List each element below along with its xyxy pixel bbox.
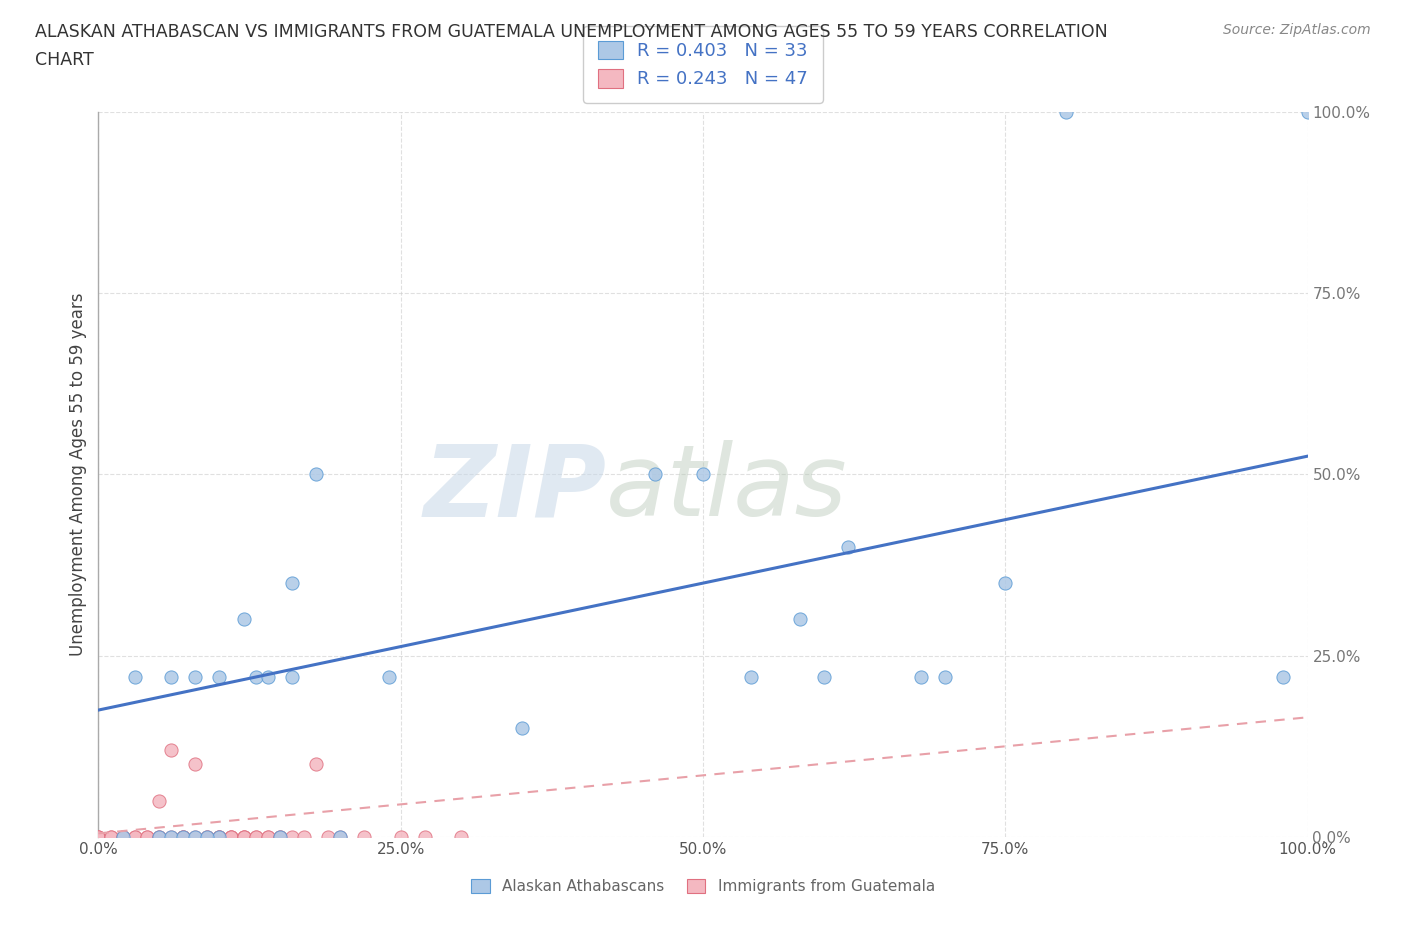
Point (256, 830, 278, 844)
Point (329, 830, 352, 844)
Text: atlas: atlas (606, 440, 848, 538)
Point (994, 576, 1017, 591)
Point (208, 670, 231, 684)
Point (148, 830, 170, 844)
Point (135, 830, 157, 844)
Point (510, 721, 533, 736)
Point (316, 830, 339, 844)
Point (160, 742, 183, 757)
Point (934, 670, 956, 684)
Point (1054, 104, 1077, 119)
Point (256, 830, 278, 844)
Point (111, 830, 134, 844)
Text: Source: ZipAtlas.com: Source: ZipAtlas.com (1223, 23, 1371, 37)
Point (389, 830, 412, 844)
Point (305, 467, 328, 482)
Point (221, 830, 243, 844)
Point (269, 830, 291, 844)
Point (124, 830, 146, 844)
Point (148, 830, 170, 844)
Point (329, 830, 352, 844)
Point (100, 830, 122, 844)
Point (1296, 104, 1319, 119)
Point (148, 793, 170, 808)
Legend: Alaskan Athabascans, Immigrants from Guatemala: Alaskan Athabascans, Immigrants from Gua… (464, 871, 942, 902)
Point (232, 830, 254, 844)
Point (232, 830, 254, 844)
Point (111, 830, 134, 844)
Point (208, 830, 231, 844)
Point (195, 830, 218, 844)
Point (195, 830, 218, 844)
Point (281, 830, 304, 844)
Point (208, 830, 231, 844)
Point (208, 830, 231, 844)
Point (281, 576, 304, 591)
Point (353, 830, 375, 844)
Point (789, 612, 811, 627)
Text: ALASKAN ATHABASCAN VS IMMIGRANTS FROM GUATEMALA UNEMPLOYMENT AMONG AGES 55 TO 59: ALASKAN ATHABASCAN VS IMMIGRANTS FROM GU… (35, 23, 1108, 41)
Point (232, 830, 254, 844)
Point (245, 830, 267, 844)
Point (160, 830, 183, 844)
Point (245, 830, 267, 844)
Point (172, 830, 194, 844)
Point (208, 830, 231, 844)
Point (413, 830, 436, 844)
Point (160, 830, 183, 844)
Point (124, 830, 146, 844)
Point (292, 830, 315, 844)
Point (269, 830, 291, 844)
Point (172, 830, 194, 844)
Point (377, 670, 399, 684)
Point (232, 612, 254, 627)
Text: ZIP: ZIP (423, 440, 606, 538)
Point (692, 467, 714, 482)
Point (281, 670, 304, 684)
Y-axis label: Unemployment Among Ages 55 to 59 years: Unemployment Among Ages 55 to 59 years (69, 293, 87, 656)
Point (100, 830, 122, 844)
Point (111, 830, 134, 844)
Point (305, 757, 328, 772)
Point (269, 830, 291, 844)
Point (184, 830, 207, 844)
Point (172, 830, 194, 844)
Point (87, 830, 110, 844)
Point (160, 670, 183, 684)
Point (135, 830, 157, 844)
Point (256, 670, 278, 684)
Point (172, 830, 194, 844)
Point (87, 830, 110, 844)
Point (813, 670, 835, 684)
Point (1272, 670, 1295, 684)
Point (910, 670, 932, 684)
Point (87, 830, 110, 844)
Point (221, 830, 243, 844)
Point (740, 670, 762, 684)
Point (644, 467, 666, 482)
Point (184, 670, 207, 684)
Point (195, 830, 218, 844)
Point (124, 670, 146, 684)
Point (245, 670, 267, 684)
Point (837, 539, 859, 554)
Text: CHART: CHART (35, 51, 94, 69)
Point (184, 757, 207, 772)
Point (450, 830, 472, 844)
Point (184, 830, 207, 844)
Point (221, 830, 243, 844)
Point (148, 830, 170, 844)
